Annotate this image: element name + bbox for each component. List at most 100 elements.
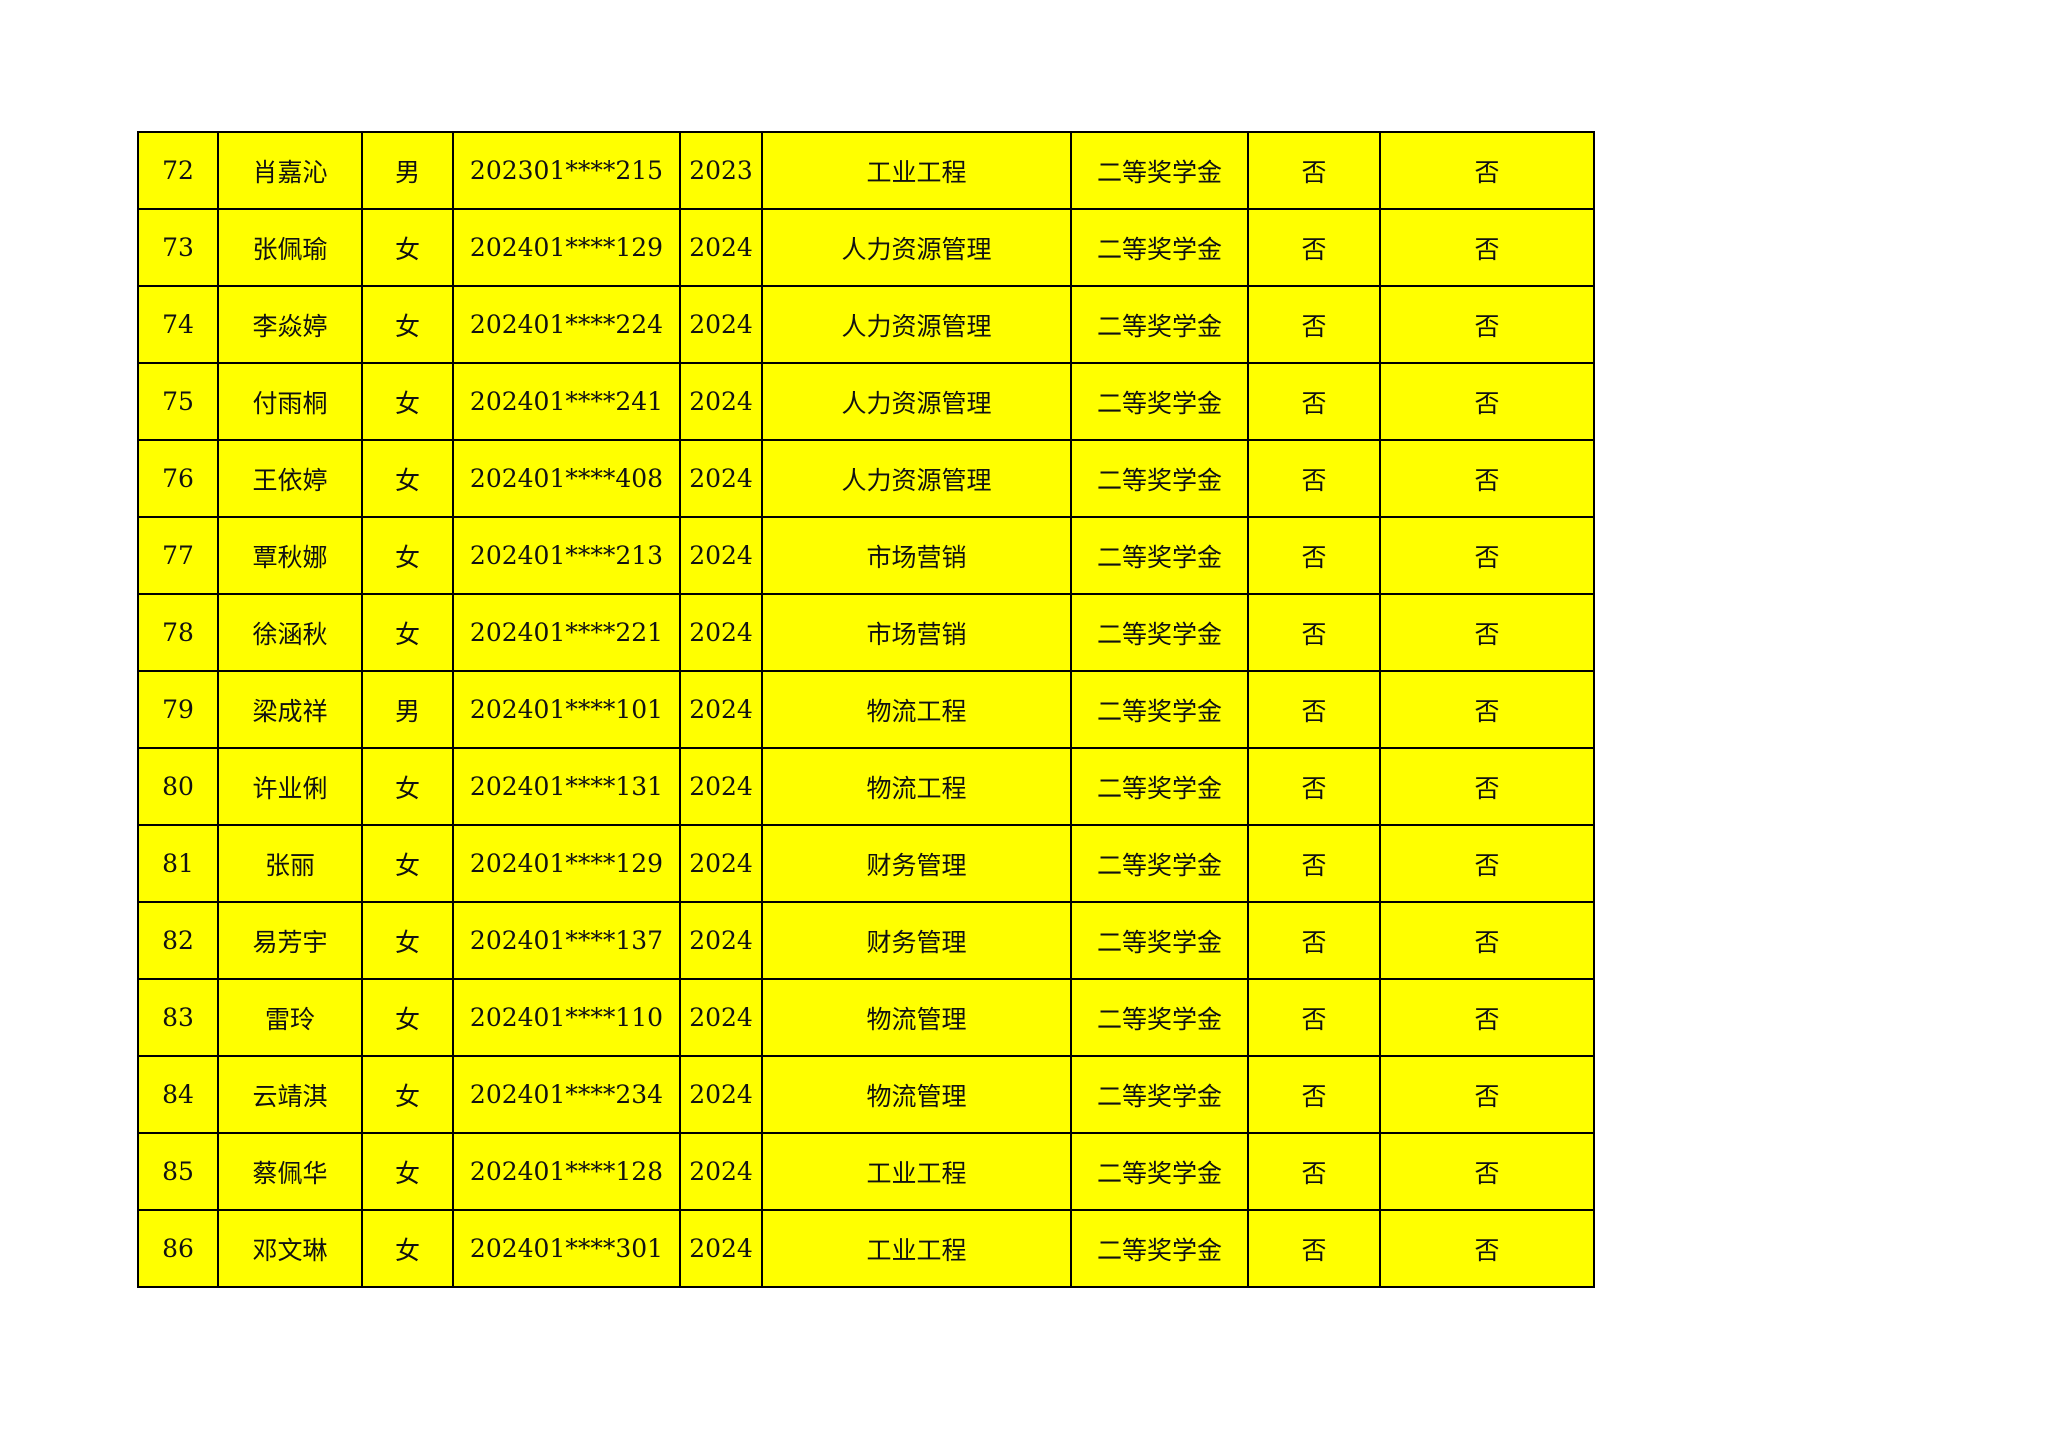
- enrollment-year-cell: 2024: [679, 1132, 763, 1211]
- student-name-cell: 雷玲: [217, 978, 363, 1057]
- major-cell: 工业工程: [761, 131, 1072, 210]
- enrollment-year-cell: 2024: [679, 901, 763, 980]
- student-name-cell: 邓文琳: [217, 1209, 363, 1288]
- student-id-cell: 202401****131: [452, 747, 681, 826]
- table-row: 77 覃秋娜女 202401****213 2024 市场营销 二等奖学金否否: [137, 516, 1595, 595]
- row-number-cell: 86: [137, 1209, 219, 1288]
- table-row: 74 李焱婷女 202401****224 2024 人力资源管理 二等奖学金否否: [137, 285, 1595, 364]
- enrollment-year-cell: 2024: [679, 208, 763, 287]
- gender-cell: 女: [361, 747, 454, 826]
- major-cell: 物流管理: [761, 978, 1072, 1057]
- scholarship-level-cell: 二等奖学金: [1070, 670, 1249, 749]
- student-name-cell: 肖嘉沁: [217, 131, 363, 210]
- flag-2-cell: 否: [1379, 1055, 1595, 1134]
- major-cell: 人力资源管理: [761, 439, 1072, 518]
- row-number-cell: 82: [137, 901, 219, 980]
- table-row: 82 易芳宇女 202401****137 2024 财务管理 二等奖学金否否: [137, 901, 1595, 980]
- student-id-cell: 202401****128: [452, 1132, 681, 1211]
- gender-cell: 女: [361, 824, 454, 903]
- row-number-cell: 79: [137, 670, 219, 749]
- row-number-cell: 83: [137, 978, 219, 1057]
- flag-1-cell: 否: [1247, 208, 1381, 287]
- flag-2-cell: 否: [1379, 670, 1595, 749]
- table-row: 73 张佩瑜女 202401****129 2024 人力资源管理 二等奖学金否否: [137, 208, 1595, 287]
- gender-cell: 女: [361, 593, 454, 672]
- flag-2-cell: 否: [1379, 1209, 1595, 1288]
- scholarship-level-cell: 二等奖学金: [1070, 747, 1249, 826]
- flag-1-cell: 否: [1247, 670, 1381, 749]
- table-body: 72 肖嘉沁男 202301****215 2023 工业工程 二等奖学金否否 73 张佩瑜女…: [137, 131, 1595, 1288]
- flag-1-cell: 否: [1247, 131, 1381, 210]
- flag-1-cell: 否: [1247, 901, 1381, 980]
- student-id-cell: 202401****129: [452, 824, 681, 903]
- gender-cell: 女: [361, 439, 454, 518]
- student-name-cell: 张佩瑜: [217, 208, 363, 287]
- gender-cell: 女: [361, 516, 454, 595]
- flag-1-cell: 否: [1247, 1132, 1381, 1211]
- row-number-cell: 76: [137, 439, 219, 518]
- gender-cell: 女: [361, 978, 454, 1057]
- major-cell: 物流工程: [761, 670, 1072, 749]
- flag-1-cell: 否: [1247, 593, 1381, 672]
- flag-2-cell: 否: [1379, 516, 1595, 595]
- enrollment-year-cell: 2024: [679, 670, 763, 749]
- row-number-cell: 73: [137, 208, 219, 287]
- student-name-cell: 李焱婷: [217, 285, 363, 364]
- flag-2-cell: 否: [1379, 824, 1595, 903]
- table-row: 76 王依婷女 202401****408 2024 人力资源管理 二等奖学金否否: [137, 439, 1595, 518]
- gender-cell: 女: [361, 901, 454, 980]
- flag-2-cell: 否: [1379, 362, 1595, 441]
- student-name-cell: 付雨桐: [217, 362, 363, 441]
- row-number-cell: 85: [137, 1132, 219, 1211]
- enrollment-year-cell: 2023: [679, 131, 763, 210]
- enrollment-year-cell: 2024: [679, 593, 763, 672]
- student-id-cell: 202401****213: [452, 516, 681, 595]
- scholarship-level-cell: 二等奖学金: [1070, 362, 1249, 441]
- major-cell: 人力资源管理: [761, 285, 1072, 364]
- major-cell: 工业工程: [761, 1132, 1072, 1211]
- scholarship-level-cell: 二等奖学金: [1070, 1132, 1249, 1211]
- student-id-cell: 202401****110: [452, 978, 681, 1057]
- gender-cell: 女: [361, 1132, 454, 1211]
- student-name-cell: 梁成祥: [217, 670, 363, 749]
- flag-1-cell: 否: [1247, 747, 1381, 826]
- flag-2-cell: 否: [1379, 1132, 1595, 1211]
- student-name-cell: 易芳宇: [217, 901, 363, 980]
- gender-cell: 女: [361, 362, 454, 441]
- scholarship-level-cell: 二等奖学金: [1070, 208, 1249, 287]
- flag-1-cell: 否: [1247, 824, 1381, 903]
- flag-1-cell: 否: [1247, 978, 1381, 1057]
- gender-cell: 女: [361, 285, 454, 364]
- major-cell: 市场营销: [761, 516, 1072, 595]
- row-number-cell: 77: [137, 516, 219, 595]
- flag-1-cell: 否: [1247, 516, 1381, 595]
- table-row: 86 邓文琳女 202401****301 2024 工业工程 二等奖学金否否: [137, 1209, 1595, 1288]
- table-row: 75 付雨桐女 202401****241 2024 人力资源管理 二等奖学金否否: [137, 362, 1595, 441]
- gender-cell: 女: [361, 208, 454, 287]
- flag-1-cell: 否: [1247, 362, 1381, 441]
- flag-2-cell: 否: [1379, 285, 1595, 364]
- table-row: 78 徐涵秋女 202401****221 2024 市场营销 二等奖学金否否: [137, 593, 1595, 672]
- enrollment-year-cell: 2024: [679, 824, 763, 903]
- scholarship-level-cell: 二等奖学金: [1070, 1209, 1249, 1288]
- flag-1-cell: 否: [1247, 1055, 1381, 1134]
- scholarship-level-cell: 二等奖学金: [1070, 439, 1249, 518]
- major-cell: 财务管理: [761, 824, 1072, 903]
- enrollment-year-cell: 2024: [679, 516, 763, 595]
- row-number-cell: 81: [137, 824, 219, 903]
- major-cell: 人力资源管理: [761, 208, 1072, 287]
- row-number-cell: 74: [137, 285, 219, 364]
- major-cell: 人力资源管理: [761, 362, 1072, 441]
- scholarship-level-cell: 二等奖学金: [1070, 978, 1249, 1057]
- student-id-cell: 202401****224: [452, 285, 681, 364]
- table-row: 84 云靖淇女 202401****234 2024 物流管理 二等奖学金否否: [137, 1055, 1595, 1134]
- student-id-cell: 202401****221: [452, 593, 681, 672]
- enrollment-year-cell: 2024: [679, 978, 763, 1057]
- major-cell: 物流工程: [761, 747, 1072, 826]
- row-number-cell: 84: [137, 1055, 219, 1134]
- table-row: 80 许业俐女 202401****131 2024 物流工程 二等奖学金否否: [137, 747, 1595, 826]
- major-cell: 财务管理: [761, 901, 1072, 980]
- flag-2-cell: 否: [1379, 208, 1595, 287]
- student-id-cell: 202401****101: [452, 670, 681, 749]
- student-name-cell: 许业俐: [217, 747, 363, 826]
